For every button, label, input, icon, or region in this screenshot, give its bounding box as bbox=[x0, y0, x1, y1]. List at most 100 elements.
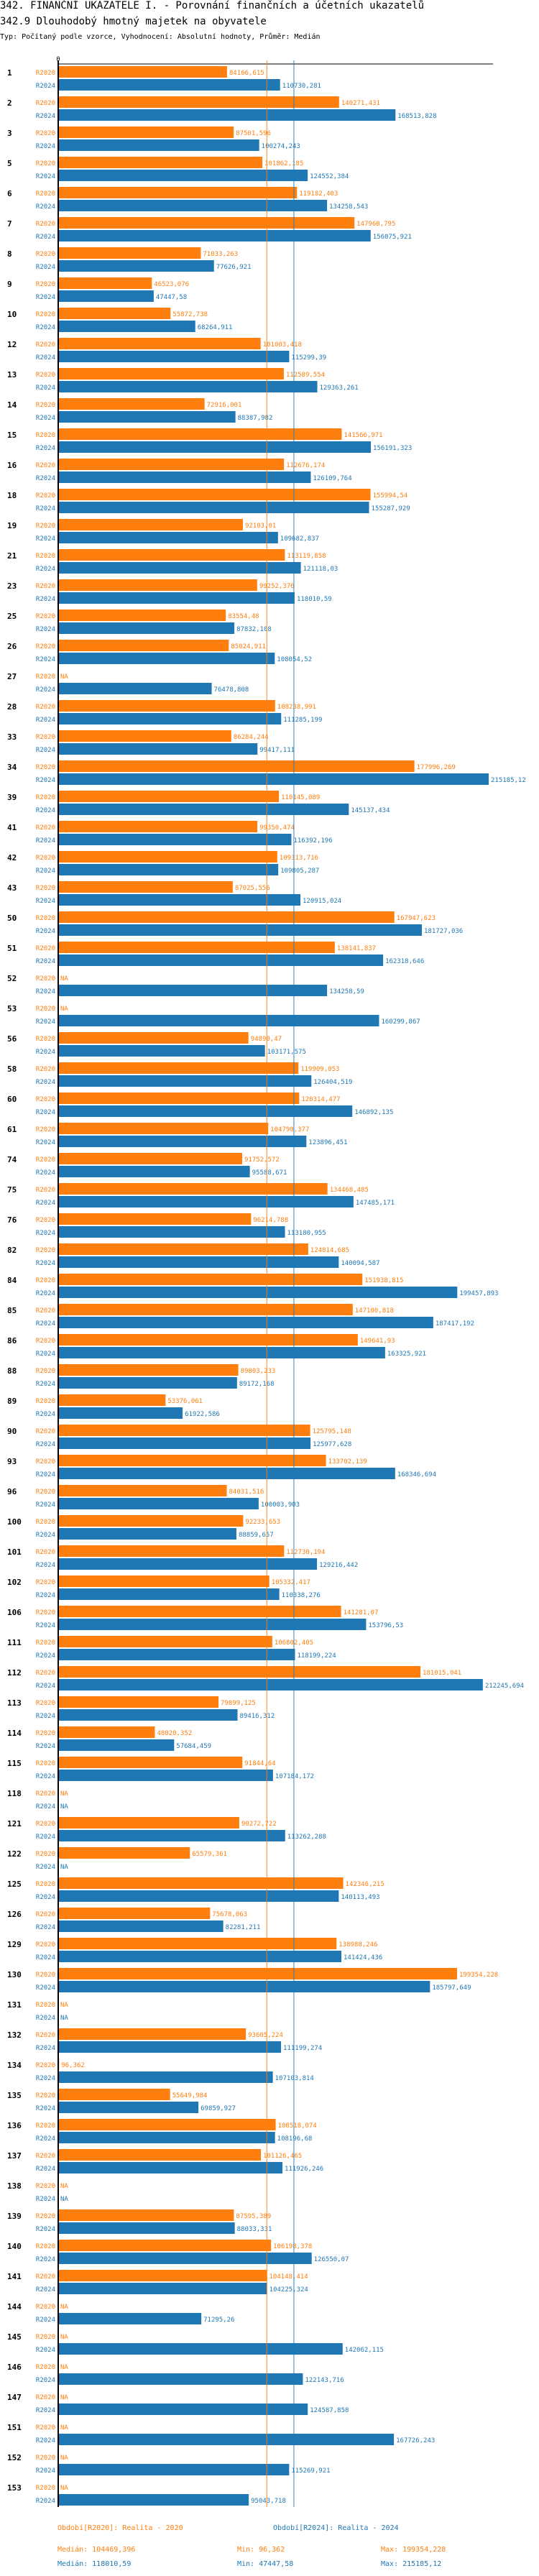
series-label-r2020: R2020 bbox=[36, 1941, 55, 1949]
data-label: 168513,828 bbox=[397, 113, 436, 120]
category-label: 86 bbox=[7, 1336, 17, 1346]
data-label: 87501,596 bbox=[236, 130, 271, 137]
series-label-r2020: R2020 bbox=[36, 1519, 55, 1526]
bar-r2020 bbox=[59, 96, 339, 108]
series-label-r2024: R2024 bbox=[36, 2256, 55, 2263]
series-label-r2020: R2020 bbox=[36, 1006, 55, 1013]
na-label: NA bbox=[60, 1006, 68, 1013]
category-label: 82 bbox=[7, 1246, 17, 1255]
data-label: 140094,587 bbox=[341, 1260, 379, 1267]
bar-r2020 bbox=[59, 549, 285, 561]
bar-r2024 bbox=[59, 1347, 385, 1358]
bar-r2024 bbox=[59, 1136, 307, 1147]
series-label-r2024: R2024 bbox=[36, 2467, 55, 2475]
data-label: 155287,929 bbox=[372, 505, 410, 512]
data-label: 104148,414 bbox=[269, 2273, 308, 2281]
category-label: 136 bbox=[7, 2121, 22, 2130]
bar-r2020 bbox=[59, 459, 285, 470]
bar-r2024 bbox=[59, 743, 258, 755]
series-label-r2024: R2024 bbox=[36, 1834, 55, 1841]
data-label: 138141,837 bbox=[337, 945, 376, 952]
series-label-r2024: R2024 bbox=[36, 686, 55, 694]
series-label-r2020: R2020 bbox=[36, 1670, 55, 1677]
category-label: 106 bbox=[7, 1608, 22, 1617]
series-label-r2024: R2024 bbox=[36, 1471, 55, 1478]
bar-r2020 bbox=[59, 277, 152, 289]
bar-r2024 bbox=[59, 230, 371, 242]
na-label: NA bbox=[60, 1803, 68, 1811]
bar-r2024 bbox=[59, 1166, 250, 1177]
category-label: 115 bbox=[7, 1759, 22, 1768]
category-label: 34 bbox=[7, 763, 17, 772]
series-label-r2020: R2020 bbox=[36, 2455, 55, 2462]
bar-r2024 bbox=[59, 1739, 175, 1751]
data-label: 156075,921 bbox=[373, 234, 412, 241]
data-label: 134258,59 bbox=[329, 988, 364, 995]
bar-r2024 bbox=[59, 200, 328, 211]
data-label: 163325,921 bbox=[387, 1351, 426, 1358]
series-label-r2024: R2024 bbox=[36, 1743, 55, 1750]
bar-r2020 bbox=[59, 821, 258, 832]
category-label: 144 bbox=[7, 2302, 22, 2312]
series-label-r2024: R2024 bbox=[36, 1652, 55, 1660]
bar-r2020 bbox=[59, 489, 371, 500]
data-label: 89416,312 bbox=[239, 1713, 275, 1720]
series-label-r2024: R2024 bbox=[36, 1018, 55, 1026]
category-label: 7 bbox=[7, 219, 12, 229]
series-label-r2024: R2024 bbox=[36, 1864, 55, 1871]
series-label-r2020: R2020 bbox=[36, 1972, 55, 1979]
series-label-r2020: R2020 bbox=[36, 190, 55, 198]
na-label: NA bbox=[60, 673, 68, 681]
series-label-r2020: R2020 bbox=[36, 402, 55, 409]
series-label-r2024: R2024 bbox=[36, 868, 55, 875]
data-label: 155994,54 bbox=[373, 492, 408, 500]
na-label: NA bbox=[60, 2394, 68, 2401]
bar-r2020 bbox=[59, 1334, 358, 1346]
series-label-r2024: R2024 bbox=[36, 1592, 55, 1599]
data-label: 185797,649 bbox=[432, 1984, 471, 1992]
category-label: 102 bbox=[7, 1578, 22, 1587]
data-label: 120915,024 bbox=[303, 898, 341, 905]
bar-r2024 bbox=[59, 1558, 318, 1570]
category-label: 8 bbox=[7, 249, 12, 259]
data-label: 48020,352 bbox=[157, 1730, 192, 1737]
data-label: 147960,795 bbox=[356, 221, 395, 228]
bar-r2024 bbox=[59, 683, 212, 694]
bar-r2020 bbox=[59, 126, 234, 138]
series-label-r2020: R2020 bbox=[36, 281, 55, 288]
bar-r2020 bbox=[59, 1606, 341, 1617]
category-label: 74 bbox=[7, 1155, 17, 1164]
category-label: 85 bbox=[7, 1306, 17, 1315]
indicator-title: 342.9 Dlouhodobý hmotný majetek na obyva… bbox=[0, 16, 267, 27]
series-label-r2024: R2024 bbox=[36, 1049, 55, 1056]
data-label: 116392,196 bbox=[293, 837, 332, 845]
bar-r2020 bbox=[59, 1183, 328, 1195]
bar-r2020 bbox=[59, 1545, 285, 1557]
bar-r2024 bbox=[59, 1105, 353, 1117]
data-label: 138988,246 bbox=[338, 1941, 377, 1949]
category-label: 39 bbox=[7, 793, 17, 802]
category-label: 145 bbox=[7, 2332, 22, 2342]
data-label: 105332,417 bbox=[272, 1579, 310, 1586]
bar-r2024 bbox=[59, 1045, 265, 1057]
series-label-r2020: R2020 bbox=[36, 1700, 55, 1707]
bar-r2024 bbox=[59, 1981, 430, 1992]
category-label: 101 bbox=[7, 1547, 22, 1557]
bar-r2024 bbox=[59, 1770, 273, 1781]
bar-r2020 bbox=[59, 1243, 308, 1255]
bar-r2020 bbox=[59, 368, 284, 380]
series-label-r2020: R2020 bbox=[36, 643, 55, 650]
series-label-r2024: R2024 bbox=[36, 626, 55, 633]
series-label-r2020: R2020 bbox=[36, 2213, 55, 2220]
stat-min-r2020: Min: 96,362 bbox=[237, 2546, 285, 2554]
series-label-r2024: R2024 bbox=[36, 2317, 55, 2324]
bar-r2024 bbox=[59, 1679, 483, 1690]
series-label-r2024: R2024 bbox=[36, 1803, 55, 1811]
category-label: 51 bbox=[7, 944, 17, 953]
category-label: 125 bbox=[7, 1880, 22, 1889]
bar-r2024 bbox=[59, 1498, 259, 1509]
bar-r2024 bbox=[59, 109, 396, 121]
series-label-r2024: R2024 bbox=[36, 1351, 55, 1358]
series-label-r2024: R2024 bbox=[36, 2286, 55, 2294]
series-label-r2020: R2020 bbox=[36, 553, 55, 560]
